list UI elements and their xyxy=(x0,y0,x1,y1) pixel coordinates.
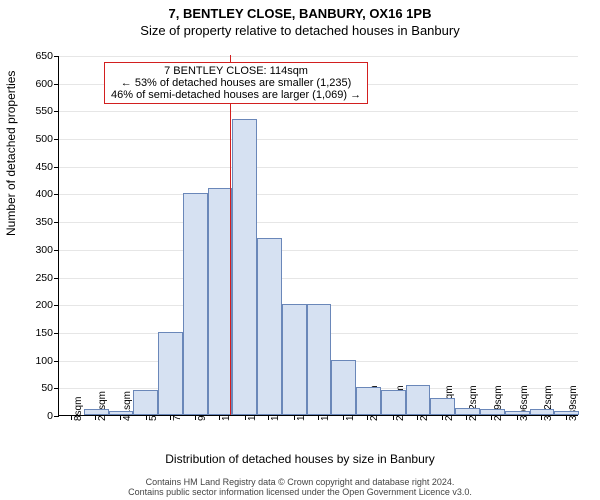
histogram-bar xyxy=(530,409,555,415)
y-tick-label: 150 xyxy=(35,327,59,339)
histogram-bar xyxy=(232,119,257,415)
x-tick-mark xyxy=(541,415,542,420)
x-tick-mark xyxy=(170,415,171,420)
histogram-bar xyxy=(109,411,134,415)
histogram-bar xyxy=(505,411,530,415)
histogram-bar xyxy=(430,398,455,415)
histogram-bar xyxy=(480,409,505,415)
y-tick-label: 300 xyxy=(35,244,59,256)
x-tick-mark xyxy=(294,415,295,420)
footer-line-2: Contains public sector information licen… xyxy=(0,488,600,498)
x-tick-label: 8sqm xyxy=(73,397,84,421)
histogram-bar xyxy=(307,304,332,415)
footer-attribution: Contains HM Land Registry data © Crown c… xyxy=(0,478,600,498)
gridline-h xyxy=(59,194,578,195)
y-tick-label: 650 xyxy=(35,50,59,62)
x-tick-mark xyxy=(318,415,319,420)
histogram-bar xyxy=(381,390,406,415)
annotation-line-1: 7 BENTLEY CLOSE: 114sqm xyxy=(111,65,361,77)
annotation-box: 7 BENTLEY CLOSE: 114sqm ← 53% of detache… xyxy=(104,62,368,104)
annotation-line-3: 46% of semi-detached houses are larger (… xyxy=(111,89,361,101)
gridline-h xyxy=(59,250,578,251)
histogram-bar xyxy=(133,390,158,415)
gridline-h xyxy=(59,222,578,223)
y-tick-label: 500 xyxy=(35,133,59,145)
chart-container: 7, BENTLEY CLOSE, BANBURY, OX16 1PB Size… xyxy=(0,0,600,500)
histogram-bar xyxy=(356,387,381,415)
marker-line xyxy=(230,55,232,415)
histogram-bar xyxy=(158,332,183,415)
gridline-h xyxy=(59,278,578,279)
histogram-bar xyxy=(282,304,307,415)
chart-title-main: 7, BENTLEY CLOSE, BANBURY, OX16 1PB xyxy=(0,0,600,21)
x-tick-label: 289sqm xyxy=(493,385,504,421)
x-tick-label: 339sqm xyxy=(568,385,579,421)
y-tick-label: 350 xyxy=(35,216,59,228)
x-tick-mark xyxy=(245,415,246,420)
x-tick-mark xyxy=(146,415,147,420)
x-tick-mark xyxy=(417,415,418,420)
x-tick-mark xyxy=(95,415,96,420)
x-tick-mark xyxy=(219,415,220,420)
x-tick-label: 24sqm xyxy=(97,391,108,421)
y-axis-label: Number of detached properties xyxy=(4,71,18,236)
histogram-bar xyxy=(183,193,208,415)
y-tick-label: 0 xyxy=(47,410,59,422)
x-tick-label: 41sqm xyxy=(122,391,133,421)
histogram-bar xyxy=(554,411,579,415)
y-tick-label: 100 xyxy=(35,355,59,367)
y-tick-label: 550 xyxy=(35,105,59,117)
y-tick-label: 50 xyxy=(41,382,59,394)
gridline-h xyxy=(59,139,578,140)
y-tick-label: 200 xyxy=(35,299,59,311)
histogram-bar xyxy=(455,408,480,415)
gridline-h xyxy=(59,111,578,112)
x-tick-label: 306sqm xyxy=(519,385,530,421)
x-tick-mark xyxy=(71,415,72,420)
x-tick-label: 272sqm xyxy=(468,385,479,421)
histogram-bar xyxy=(331,360,356,415)
x-tick-mark xyxy=(442,415,443,420)
y-tick-label: 600 xyxy=(35,78,59,90)
chart-title-sub: Size of property relative to detached ho… xyxy=(0,21,600,38)
x-tick-mark xyxy=(466,415,467,420)
y-tick-label: 400 xyxy=(35,188,59,200)
x-tick-label: 322sqm xyxy=(543,385,554,421)
x-axis-label: Distribution of detached houses by size … xyxy=(0,452,600,466)
histogram-bar xyxy=(257,238,282,415)
annotation-line-2: ← 53% of detached houses are smaller (1,… xyxy=(111,77,361,89)
gridline-h xyxy=(59,167,578,168)
x-tick-mark xyxy=(517,415,518,420)
plot-area: 7 BENTLEY CLOSE: 114sqm ← 53% of detache… xyxy=(58,56,578,416)
y-tick-label: 250 xyxy=(35,272,59,284)
histogram-bar xyxy=(406,385,431,415)
x-tick-mark xyxy=(393,415,394,420)
histogram-bar xyxy=(84,409,109,415)
gridline-h xyxy=(59,56,578,57)
y-tick-label: 450 xyxy=(35,161,59,173)
